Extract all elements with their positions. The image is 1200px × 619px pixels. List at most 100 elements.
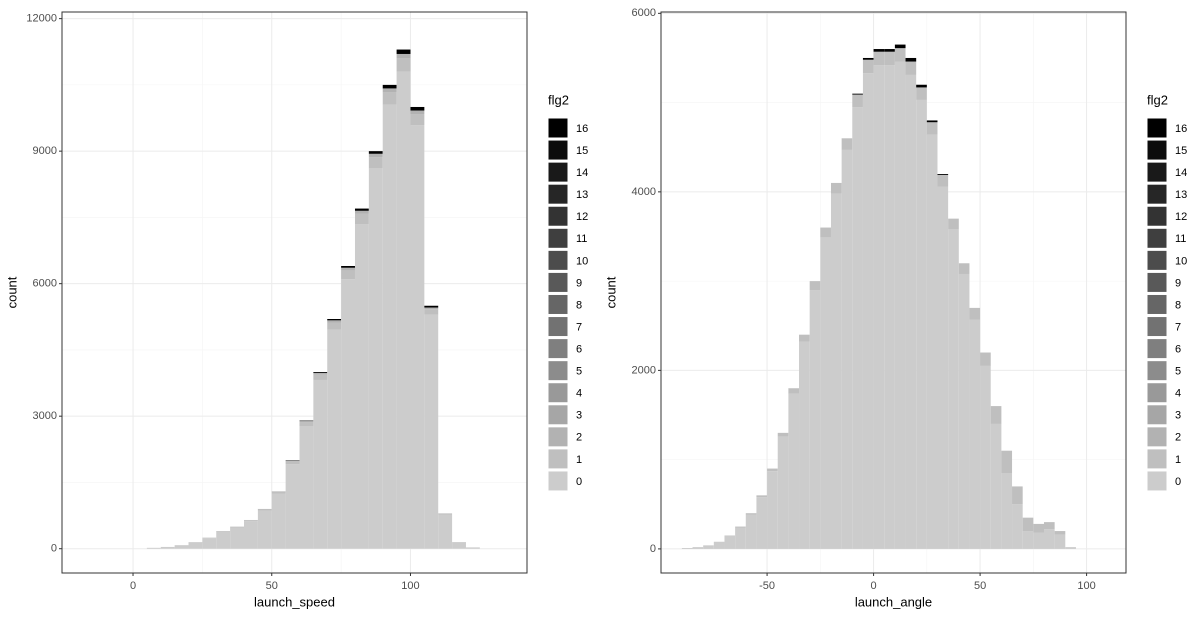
bar-segment <box>863 60 874 73</box>
y-axis-title: count <box>603 276 618 308</box>
legend-key <box>1147 339 1167 359</box>
legend-key <box>548 361 568 381</box>
x-tick-label: 50 <box>974 580 986 592</box>
bar-segment <box>778 436 789 548</box>
bar-segment <box>1055 535 1066 549</box>
bar-segment <box>682 548 693 549</box>
bar-segment <box>927 122 938 134</box>
bar-segment <box>175 545 189 549</box>
legend-label: 9 <box>576 277 582 289</box>
legend-label: 14 <box>1175 167 1187 179</box>
bar-segment <box>991 424 1002 549</box>
legend-label: 4 <box>576 388 582 400</box>
legend-label: 6 <box>576 344 582 356</box>
legend-label: 2 <box>1175 432 1181 444</box>
bar-segment <box>863 73 874 549</box>
legend-key <box>1147 317 1167 337</box>
bar-segment <box>1023 531 1034 549</box>
legend-key <box>548 118 568 138</box>
bar-segment <box>286 461 300 462</box>
bar-segment <box>424 308 438 310</box>
bar-segment <box>1044 529 1055 549</box>
bar-segment <box>874 65 885 549</box>
bar-segment <box>327 330 341 549</box>
bar-segment <box>980 366 991 549</box>
bar-segment <box>244 521 258 548</box>
bar-segment <box>1065 547 1076 549</box>
legend-key <box>1147 140 1167 160</box>
bar-segment <box>272 492 286 494</box>
bar-segment <box>299 422 313 426</box>
legend-key <box>548 471 568 491</box>
bar-segment <box>1012 486 1023 504</box>
bar-segment <box>735 527 746 548</box>
legend-key <box>1147 118 1167 138</box>
legend-label: 9 <box>1175 277 1181 289</box>
legend-key <box>548 140 568 160</box>
legend-label: 15 <box>1175 145 1187 157</box>
bar-segment <box>831 183 842 194</box>
bar-segment <box>927 135 938 549</box>
bar-segment <box>369 154 383 158</box>
x-axis-title: launch_speed <box>254 594 335 609</box>
bar-segment <box>299 421 313 422</box>
bar-segment <box>258 511 272 549</box>
bar-segment <box>410 114 424 125</box>
y-axis-title: count <box>4 276 19 308</box>
bar-segment <box>327 320 341 322</box>
y-tick-label: 0 <box>650 543 656 555</box>
bar-segment <box>466 547 480 548</box>
bar-segment <box>799 342 810 549</box>
bar-segment <box>355 214 369 224</box>
bar-segment <box>852 95 863 107</box>
legend-key <box>1147 184 1167 204</box>
legend-key <box>1147 272 1167 292</box>
legend-label: 0 <box>576 476 582 488</box>
x-tick-label: -50 <box>759 580 775 592</box>
bar-segment <box>341 266 355 268</box>
bar-segment <box>948 219 959 230</box>
x-tick-label: 0 <box>130 580 136 592</box>
bar-segment <box>916 100 927 549</box>
bar-segment <box>299 426 313 548</box>
bar-segment <box>410 111 424 115</box>
bar-segment <box>895 45 906 49</box>
bar-segment <box>937 187 948 549</box>
legend-label: 10 <box>576 255 588 267</box>
x-tick-label: 100 <box>401 580 419 592</box>
bar-segment <box>714 542 725 549</box>
legend-label: 11 <box>1175 233 1186 245</box>
bar-segment <box>258 509 272 510</box>
bar-segment <box>327 319 341 320</box>
bar-segment <box>799 335 810 342</box>
bar-segment <box>1055 531 1066 535</box>
bar-segment <box>1033 524 1044 533</box>
bar-segment <box>937 174 948 175</box>
legend-label: 1 <box>1175 454 1181 466</box>
legend-label: 6 <box>1175 344 1181 356</box>
bar-segment <box>216 531 230 532</box>
bar-segment <box>916 87 927 99</box>
y-tick-label: 6000 <box>33 278 57 290</box>
bar-segment <box>230 527 244 528</box>
bar-segment <box>230 528 244 549</box>
bar-segment <box>724 536 735 549</box>
bar-segment <box>937 175 948 187</box>
bar-segment <box>341 270 355 279</box>
bar-segment <box>410 107 424 111</box>
bar-segment <box>980 353 991 366</box>
bar-segment <box>991 406 1002 424</box>
bar-segment <box>286 462 300 465</box>
legend-label: 5 <box>576 366 582 378</box>
x-tick-label: 100 <box>1077 580 1095 592</box>
legend-label: 13 <box>1175 189 1187 201</box>
legend-key <box>548 427 568 447</box>
y-tick-label: 2000 <box>632 364 656 376</box>
legend-key <box>1147 405 1167 425</box>
bar-segment <box>313 380 327 549</box>
legend-key <box>548 162 568 182</box>
bar-segment <box>161 547 175 549</box>
bar-segment <box>369 157 383 168</box>
bar-segment <box>355 209 369 211</box>
legend-key <box>1147 361 1167 381</box>
